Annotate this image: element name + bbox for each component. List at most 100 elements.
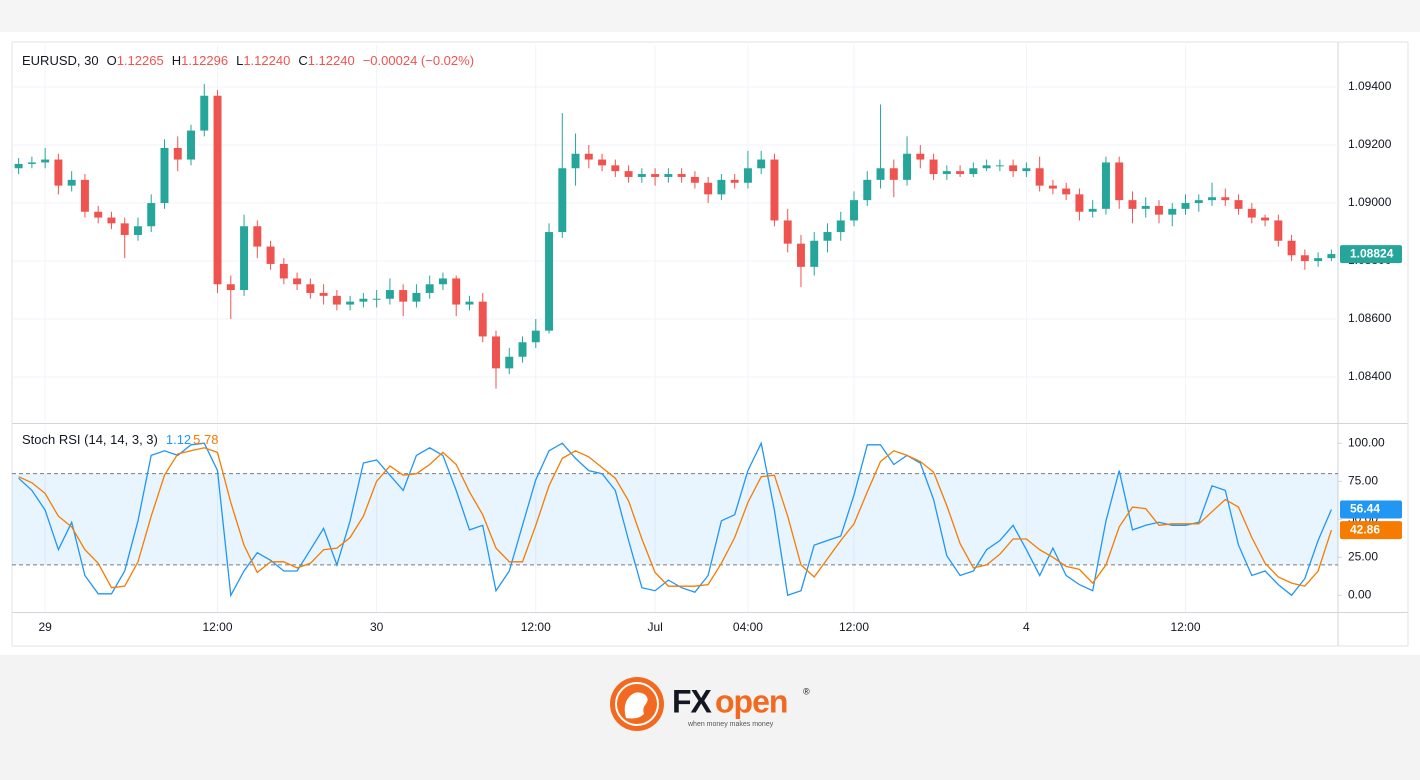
y-tick-label: 75.00: [1348, 473, 1378, 487]
candle-body: [452, 278, 461, 305]
brand-registered: ®: [803, 686, 810, 696]
x-tick-label: 30: [370, 620, 384, 634]
candle-body: [743, 168, 752, 183]
candle-body: [942, 171, 951, 175]
candle-body: [995, 165, 1004, 167]
candle-body: [319, 292, 328, 296]
candle-body: [1075, 194, 1084, 212]
candle-body: [783, 220, 792, 244]
candle-body: [1181, 203, 1190, 209]
candle-body: [505, 356, 514, 369]
candle-body: [213, 95, 222, 285]
candle-body: [1035, 168, 1044, 186]
chart-card: [0, 32, 1420, 655]
indicator-readout: 1.12: [166, 432, 191, 447]
candle-body: [823, 232, 832, 241]
candle-body: [1287, 240, 1296, 256]
candle-body: [306, 284, 315, 293]
chart-border: [11, 41, 1409, 647]
candle-body: [478, 301, 487, 337]
candle-body: [1115, 162, 1124, 201]
candle-body: [651, 174, 660, 177]
candle-body: [187, 130, 195, 160]
candle-body: [80, 179, 89, 212]
x-tick-label: 12:00: [203, 620, 233, 634]
candle-body: [876, 168, 885, 180]
candle-body: [1274, 220, 1283, 241]
candle-body: [14, 163, 23, 169]
x-tick-label: 04:00: [733, 620, 763, 634]
y-tick-label: 1.08600: [1348, 311, 1392, 325]
indicator-title: Stoch RSI (14, 14, 3, 3): [22, 432, 158, 447]
candle-body: [704, 182, 713, 195]
indicator-readout: 5.78: [193, 432, 218, 447]
candle-body: [1168, 208, 1177, 215]
candle-body: [637, 174, 646, 177]
top-strip: [0, 0, 1420, 32]
candle-body: [1234, 200, 1243, 209]
candle-body: [279, 263, 288, 279]
candle-body: [293, 278, 302, 285]
last-value-label: 42.86: [1350, 522, 1380, 536]
y-tick-label: 0.00: [1348, 587, 1372, 601]
candle-body: [850, 200, 858, 221]
candle-body: [982, 165, 991, 169]
change: −0.00024 (−0.02%): [363, 53, 474, 68]
candle-body: [385, 290, 394, 299]
logo: FX open ® when money makes money: [610, 677, 810, 731]
brand-tagline: when money makes money: [687, 721, 774, 728]
candle-body: [173, 147, 182, 160]
candle-body: [346, 301, 355, 305]
candle-body: [531, 330, 540, 343]
last-value-badge: [1340, 521, 1402, 540]
ohlc-value: 1.12240: [243, 53, 290, 68]
candle-body: [399, 290, 408, 302]
candle-body: [836, 220, 845, 233]
candle-body: [545, 232, 554, 331]
ohlc-label: C: [298, 53, 307, 68]
candle-body: [770, 159, 779, 221]
last-value-label: 1.08824: [1350, 246, 1394, 260]
candle-body: [969, 168, 978, 175]
candle-body: [1062, 188, 1071, 195]
candle-body: [1022, 168, 1031, 172]
candle-body: [956, 171, 965, 175]
candle-body: [571, 153, 580, 169]
candle-body: [1141, 205, 1150, 209]
candle-body: [717, 179, 726, 195]
candle-body: [492, 336, 500, 369]
candle-body: [929, 159, 938, 175]
candle-body: [1128, 200, 1137, 209]
candle-body: [1194, 200, 1203, 204]
stoch-line: [18, 441, 1332, 598]
candle-body: [226, 284, 235, 291]
x-tick-label: Jul: [647, 620, 662, 634]
symbol: EURUSD, 30: [22, 53, 99, 68]
candle-body: [372, 298, 381, 300]
y-tick-label: 25.00: [1348, 549, 1378, 563]
candle-body: [425, 284, 434, 293]
ohlc-label: O: [107, 53, 117, 68]
candle-body: [903, 153, 912, 180]
candle-body: [200, 95, 209, 131]
candle-body: [1101, 162, 1110, 209]
candle-body: [54, 159, 63, 186]
candle-body: [240, 226, 249, 291]
candle-body: [558, 168, 567, 233]
x-tick-label: 12:00: [521, 620, 551, 634]
x-tick-label: 12:00: [839, 620, 869, 634]
candle-body: [1327, 254, 1336, 259]
candle-body: [584, 153, 593, 160]
ohlc-value: 1.12240: [308, 53, 355, 68]
candle-body: [1314, 258, 1323, 262]
y-tick-label: 1.09000: [1348, 195, 1392, 209]
candle-body: [889, 168, 898, 180]
ohlc-value: 1.12265: [117, 53, 164, 68]
candle-body: [1221, 197, 1230, 201]
candle-body: [133, 226, 142, 235]
candle-body: [1088, 208, 1097, 212]
indicator-header: Stoch RSI (14, 14, 3, 3) 1.12 5.78: [22, 432, 218, 447]
candle-body: [1208, 197, 1217, 201]
candle-body: [120, 223, 129, 235]
